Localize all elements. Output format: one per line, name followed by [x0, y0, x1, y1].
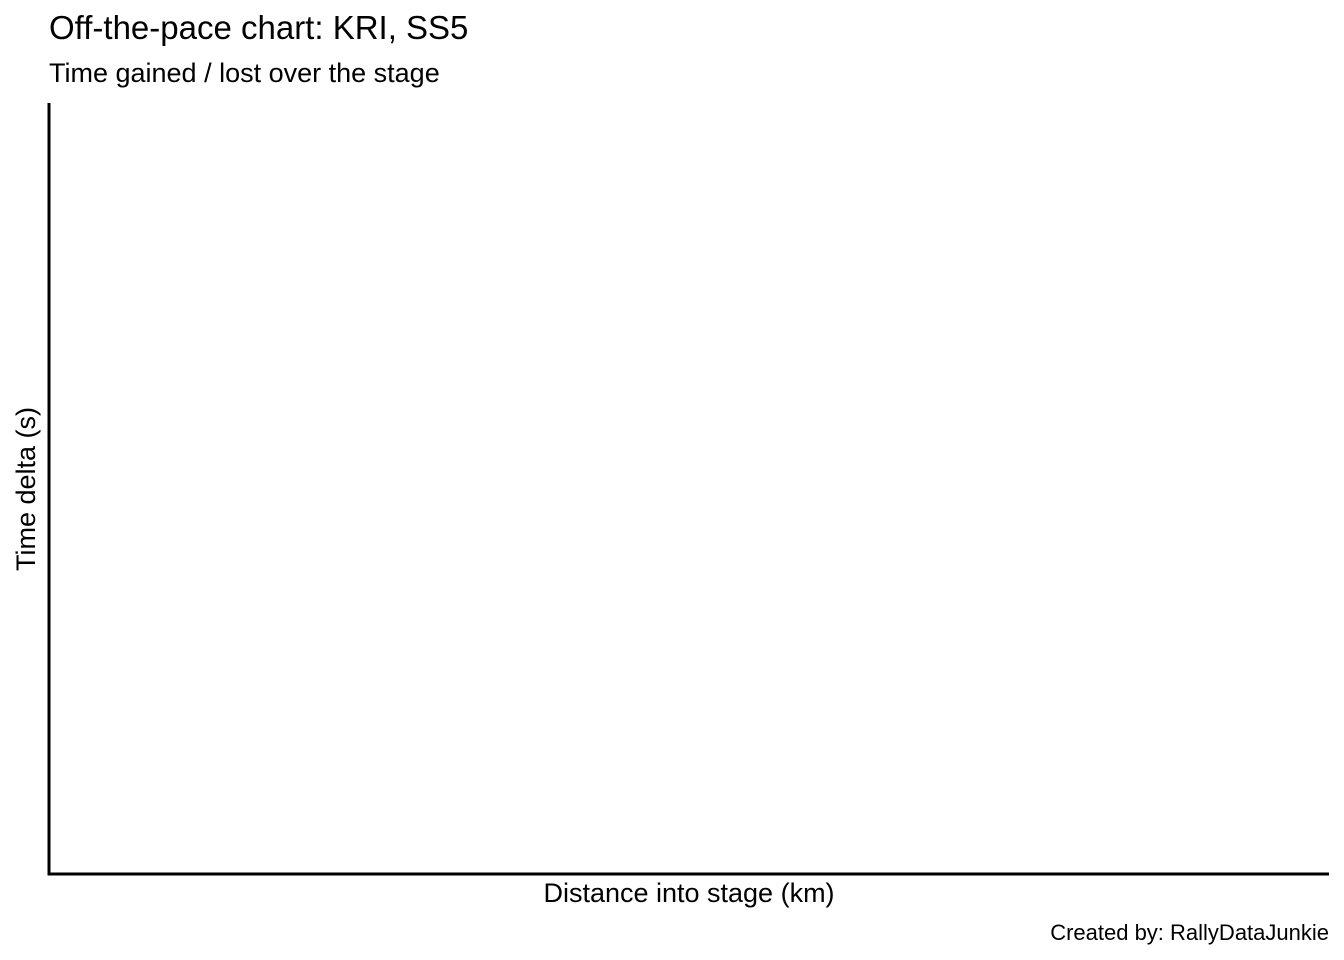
chart-subtitle: Time gained / lost over the stage: [49, 58, 440, 88]
chart-caption: Created by: RallyDataJunkie: [1050, 920, 1329, 945]
y-axis-label: Time delta (s): [11, 406, 41, 572]
chart-title: Off-the-pace chart: KRI, SS5: [49, 9, 469, 46]
x-axis-label: Distance into stage (km): [543, 878, 835, 908]
